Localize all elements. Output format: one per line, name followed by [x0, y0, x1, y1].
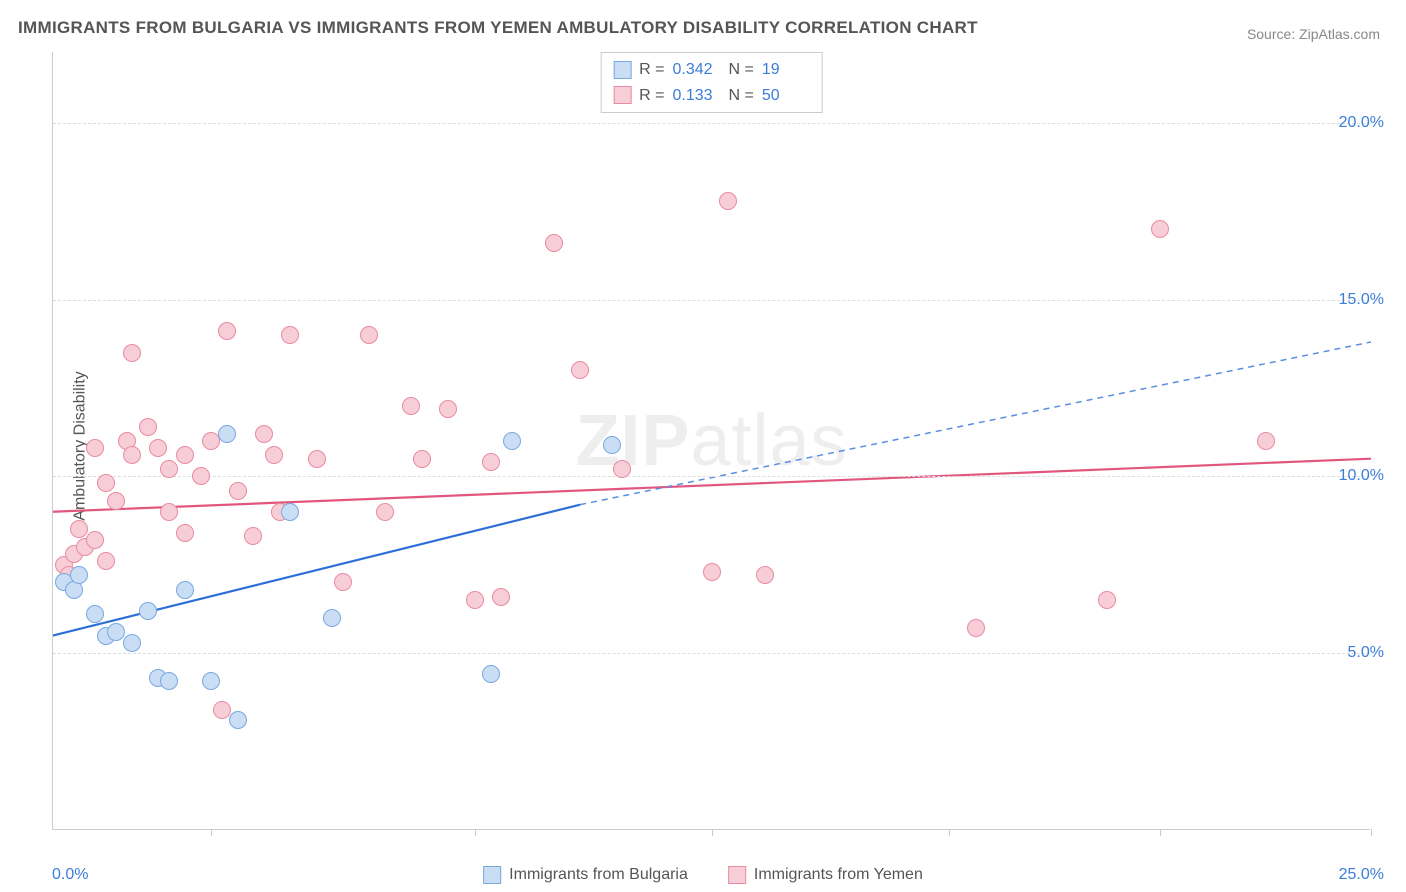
y-tick-label: 20.0%	[1339, 114, 1384, 132]
scatter-point-yemen	[160, 503, 178, 521]
r-value: 0.342	[673, 57, 721, 83]
scatter-point-yemen	[376, 503, 394, 521]
legend-item-yemen: Immigrants from Yemen	[728, 866, 923, 884]
scatter-point-yemen	[123, 344, 141, 362]
chart-title: IMMIGRANTS FROM BULGARIA VS IMMIGRANTS F…	[18, 18, 978, 38]
legend-label-bulgaria: Immigrants from Bulgaria	[509, 866, 688, 884]
scatter-point-yemen	[613, 460, 631, 478]
x-tick	[949, 829, 950, 836]
scatter-point-yemen	[413, 450, 431, 468]
scatter-point-yemen	[255, 425, 273, 443]
scatter-point-yemen	[492, 588, 510, 606]
swatch-yemen	[728, 866, 746, 884]
scatter-point-bulgaria	[70, 566, 88, 584]
trend-lines-svg	[53, 52, 1371, 830]
scatter-point-yemen	[70, 520, 88, 538]
scatter-point-yemen	[360, 326, 378, 344]
y-tick-label: 5.0%	[1348, 644, 1384, 662]
scatter-point-yemen	[265, 446, 283, 464]
scatter-point-yemen	[213, 701, 231, 719]
scatter-point-yemen	[439, 400, 457, 418]
scatter-point-bulgaria	[86, 605, 104, 623]
scatter-point-bulgaria	[202, 672, 220, 690]
scatter-point-bulgaria	[323, 609, 341, 627]
scatter-point-yemen	[229, 482, 247, 500]
legend-label-yemen: Immigrants from Yemen	[754, 866, 923, 884]
x-tick	[1371, 829, 1372, 836]
swatch-bulgaria	[483, 866, 501, 884]
legend-item-bulgaria: Immigrants from Bulgaria	[483, 866, 688, 884]
scatter-point-yemen	[967, 619, 985, 637]
scatter-point-yemen	[97, 552, 115, 570]
scatter-point-bulgaria	[139, 602, 157, 620]
scatter-point-yemen	[402, 397, 420, 415]
n-value: 19	[762, 57, 810, 83]
scatter-point-yemen	[281, 326, 299, 344]
gridline	[53, 300, 1370, 301]
plot-area: ZIPatlas R = 0.342 N = 19 R = 0.133 N = 50	[52, 52, 1370, 830]
scatter-point-bulgaria	[482, 665, 500, 683]
scatter-point-yemen	[244, 527, 262, 545]
corr-row-yemen: R = 0.133 N = 50	[613, 83, 810, 109]
x-tick	[712, 829, 713, 836]
scatter-point-yemen	[308, 450, 326, 468]
scatter-point-yemen	[571, 361, 589, 379]
scatter-point-bulgaria	[107, 623, 125, 641]
scatter-point-yemen	[1151, 220, 1169, 238]
scatter-point-yemen	[719, 192, 737, 210]
scatter-point-yemen	[192, 467, 210, 485]
scatter-point-yemen	[1257, 432, 1275, 450]
scatter-point-yemen	[86, 531, 104, 549]
scatter-point-yemen	[123, 446, 141, 464]
scatter-point-yemen	[160, 460, 178, 478]
corr-row-bulgaria: R = 0.342 N = 19	[613, 57, 810, 83]
gridline	[53, 476, 1370, 477]
scatter-point-bulgaria	[123, 634, 141, 652]
scatter-point-yemen	[756, 566, 774, 584]
r-label: R =	[639, 83, 664, 109]
scatter-point-yemen	[482, 453, 500, 471]
watermark-light: atlas	[690, 401, 847, 481]
y-tick-label: 15.0%	[1339, 291, 1384, 309]
scatter-point-yemen	[139, 418, 157, 436]
scatter-point-bulgaria	[503, 432, 521, 450]
scatter-point-yemen	[703, 563, 721, 581]
scatter-point-yemen	[334, 573, 352, 591]
scatter-point-yemen	[545, 234, 563, 252]
r-value: 0.133	[673, 83, 721, 109]
x-tick	[475, 829, 476, 836]
scatter-point-yemen	[149, 439, 167, 457]
scatter-point-yemen	[1098, 591, 1116, 609]
r-label: R =	[639, 57, 664, 83]
scatter-point-bulgaria	[229, 711, 247, 729]
x-tick	[211, 829, 212, 836]
scatter-point-yemen	[218, 322, 236, 340]
n-label: N =	[729, 57, 754, 83]
swatch-icon	[613, 61, 631, 79]
x-tick	[1160, 829, 1161, 836]
scatter-point-bulgaria	[176, 581, 194, 599]
scatter-point-yemen	[466, 591, 484, 609]
scatter-point-bulgaria	[218, 425, 236, 443]
scatter-point-bulgaria	[160, 672, 178, 690]
scatter-point-yemen	[97, 474, 115, 492]
scatter-point-bulgaria	[603, 436, 621, 454]
swatch-icon	[613, 86, 631, 104]
x-axis-min-label: 0.0%	[52, 866, 88, 884]
x-axis-max-label: 25.0%	[1339, 866, 1384, 884]
scatter-point-yemen	[176, 524, 194, 542]
correlation-legend: R = 0.342 N = 19 R = 0.133 N = 50	[600, 52, 823, 113]
y-tick-label: 10.0%	[1339, 467, 1384, 485]
scatter-point-yemen	[176, 446, 194, 464]
watermark-bold: ZIP	[575, 401, 690, 481]
scatter-point-bulgaria	[281, 503, 299, 521]
source-attribution: Source: ZipAtlas.com	[1247, 26, 1380, 42]
series-legend: Immigrants from Bulgaria Immigrants from…	[483, 866, 923, 884]
n-label: N =	[729, 83, 754, 109]
n-value: 50	[762, 83, 810, 109]
gridline	[53, 653, 1370, 654]
scatter-point-yemen	[107, 492, 125, 510]
gridline	[53, 123, 1370, 124]
scatter-point-yemen	[86, 439, 104, 457]
